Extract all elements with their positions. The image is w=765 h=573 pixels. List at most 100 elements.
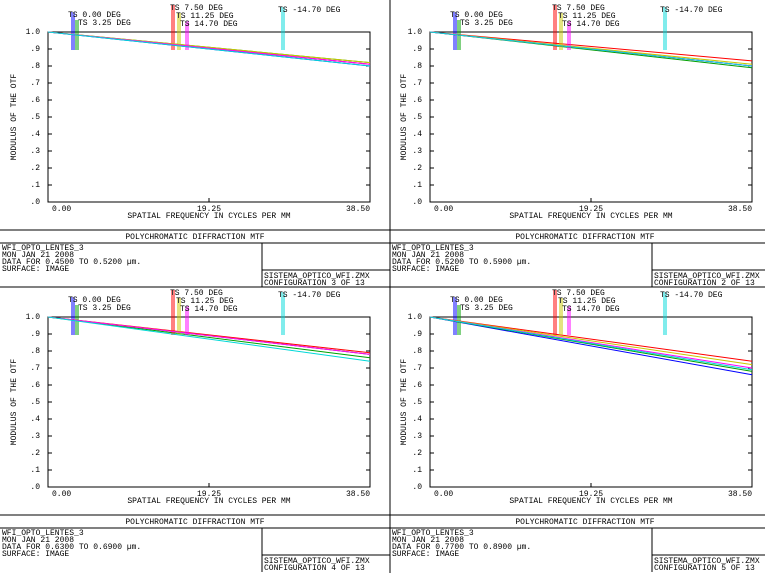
y-tick-label: .4 bbox=[30, 415, 40, 424]
y-tick-label: .3 bbox=[412, 147, 422, 156]
y-tick-label: .8 bbox=[30, 347, 40, 356]
y-tick-label: .9 bbox=[412, 330, 422, 339]
footer-note: WFI_OPTO_LENTES_3 bbox=[392, 529, 474, 538]
mtf-curve bbox=[429, 31, 753, 67]
footer-note: MON JAN 21 2008 bbox=[392, 536, 464, 545]
y-tick-label: 1.0 bbox=[26, 28, 41, 37]
configuration: CONFIGURATION 4 OF 13 bbox=[264, 564, 365, 573]
mtf-curve bbox=[47, 316, 371, 362]
footer-title: POLYCHROMATIC DIFFRACTION MTF bbox=[125, 518, 264, 527]
y-tick-label: .0 bbox=[30, 483, 40, 492]
mtf-curve bbox=[429, 316, 753, 366]
legend-label: TS 0.00 DEG bbox=[68, 296, 121, 305]
y-tick-label: .8 bbox=[412, 347, 422, 356]
y-tick-label: .2 bbox=[412, 164, 422, 173]
y-tick-label: .0 bbox=[412, 483, 422, 492]
y-tick-label: .6 bbox=[412, 96, 422, 105]
legend-label: TS 3.25 DEG bbox=[460, 19, 513, 28]
y-tick-label: .7 bbox=[30, 79, 40, 88]
x-tick-label: 19.25 bbox=[197, 490, 221, 499]
footer-note: DATA FOR 0.5200 TO 0.5900 µm. bbox=[392, 258, 531, 267]
footer-title: POLYCHROMATIC DIFFRACTION MTF bbox=[125, 233, 264, 242]
legend-label: TS 7.50 DEG bbox=[170, 289, 223, 298]
y-tick-label: .0 bbox=[412, 198, 422, 207]
y-tick-label: .6 bbox=[412, 381, 422, 390]
x-tick-label: 0.00 bbox=[52, 490, 71, 499]
legend-label: TS 11.25 DEG bbox=[176, 12, 234, 21]
x-tick-label: 38.50 bbox=[346, 490, 370, 499]
y-tick-label: .7 bbox=[412, 364, 422, 373]
legend-label: TS 14.70 DEG bbox=[562, 20, 620, 29]
y-tick-label: .3 bbox=[412, 432, 422, 441]
legend-label: TS -14.70 DEG bbox=[660, 6, 723, 15]
footer-note: MON JAN 21 2008 bbox=[392, 251, 464, 260]
y-tick-label: .5 bbox=[412, 113, 422, 122]
x-axis-label: SPATIAL FREQUENCY IN CYCLES PER MM bbox=[127, 212, 290, 221]
y-axis-label: MODULUS OF THE OTF bbox=[10, 359, 19, 446]
legend-label: TS 0.00 DEG bbox=[68, 11, 121, 20]
y-tick-label: .7 bbox=[30, 364, 40, 373]
configuration: CONFIGURATION 2 OF 13 bbox=[654, 279, 755, 288]
y-tick-label: .9 bbox=[30, 330, 40, 339]
legend-label: TS -14.70 DEG bbox=[660, 291, 723, 300]
footer-note: SURFACE: IMAGE bbox=[392, 550, 459, 559]
y-tick-label: .4 bbox=[30, 130, 40, 139]
x-tick-label: 19.25 bbox=[197, 205, 221, 214]
y-tick-label: .4 bbox=[412, 415, 422, 424]
y-tick-label: .5 bbox=[412, 398, 422, 407]
legend-label: TS 14.70 DEG bbox=[562, 305, 620, 314]
x-tick-label: 38.50 bbox=[346, 205, 370, 214]
configuration: CONFIGURATION 3 OF 13 bbox=[264, 279, 365, 288]
file-name: SISTEMA_OPTICO_WFI.ZMX bbox=[264, 272, 370, 281]
y-tick-label: .8 bbox=[30, 62, 40, 71]
footer-note: DATA FOR 0.4500 TO 0.5200 µm. bbox=[2, 258, 141, 267]
x-tick-label: 19.25 bbox=[579, 205, 603, 214]
y-tick-label: .2 bbox=[30, 164, 40, 173]
footer-note: WFI_OPTO_LENTES_3 bbox=[392, 244, 474, 253]
y-axis-label: MODULUS OF THE OTF bbox=[400, 359, 409, 446]
mtf-curve bbox=[429, 316, 753, 362]
file-name: SISTEMA_OPTICO_WFI.ZMX bbox=[654, 272, 760, 281]
y-tick-label: .6 bbox=[30, 96, 40, 105]
y-tick-label: .5 bbox=[30, 113, 40, 122]
y-tick-label: .4 bbox=[412, 130, 422, 139]
y-tick-label: 1.0 bbox=[408, 313, 423, 322]
footer-note: MON JAN 21 2008 bbox=[2, 251, 74, 260]
legend-label: TS 11.25 DEG bbox=[558, 297, 616, 306]
y-tick-label: .8 bbox=[412, 62, 422, 71]
x-tick-label: 0.00 bbox=[434, 490, 453, 499]
y-tick-label: .7 bbox=[412, 79, 422, 88]
file-name: SISTEMA_OPTICO_WFI.ZMX bbox=[264, 557, 370, 566]
x-tick-label: 38.50 bbox=[728, 490, 752, 499]
y-tick-label: .6 bbox=[30, 381, 40, 390]
legend-label: TS 7.50 DEG bbox=[552, 4, 605, 13]
x-tick-label: 19.25 bbox=[579, 490, 603, 499]
footer-note: SURFACE: IMAGE bbox=[2, 550, 69, 559]
footer-title: POLYCHROMATIC DIFFRACTION MTF bbox=[515, 518, 654, 527]
mtf-curve bbox=[47, 316, 371, 359]
y-tick-label: .1 bbox=[412, 466, 422, 475]
y-tick-label: .1 bbox=[412, 181, 422, 190]
legend-label: TS -14.70 DEG bbox=[278, 6, 341, 15]
footer-note: MON JAN 21 2008 bbox=[2, 536, 74, 545]
y-tick-label: .2 bbox=[30, 449, 40, 458]
y-tick-label: .1 bbox=[30, 466, 40, 475]
legend-label: TS 7.50 DEG bbox=[170, 4, 223, 13]
y-tick-label: 1.0 bbox=[408, 28, 423, 37]
y-tick-label: .1 bbox=[30, 181, 40, 190]
y-tick-label: .3 bbox=[30, 147, 40, 156]
footer-note: DATA FOR 0.7700 TO 0.8900 µm. bbox=[392, 543, 531, 552]
mtf-curve bbox=[47, 316, 371, 355]
legend-label: TS 3.25 DEG bbox=[460, 304, 513, 313]
y-tick-label: 1.0 bbox=[26, 313, 41, 322]
mtf-curve bbox=[429, 316, 753, 376]
y-tick-label: .5 bbox=[30, 398, 40, 407]
legend-label: TS 3.25 DEG bbox=[78, 304, 131, 313]
legend-label: TS 0.00 DEG bbox=[450, 296, 503, 305]
mtf-curve bbox=[47, 31, 371, 67]
legend-label: TS 14.70 DEG bbox=[180, 20, 238, 29]
y-tick-label: .2 bbox=[412, 449, 422, 458]
legend-label: TS 14.70 DEG bbox=[180, 305, 238, 314]
mtf-curve bbox=[429, 31, 753, 62]
